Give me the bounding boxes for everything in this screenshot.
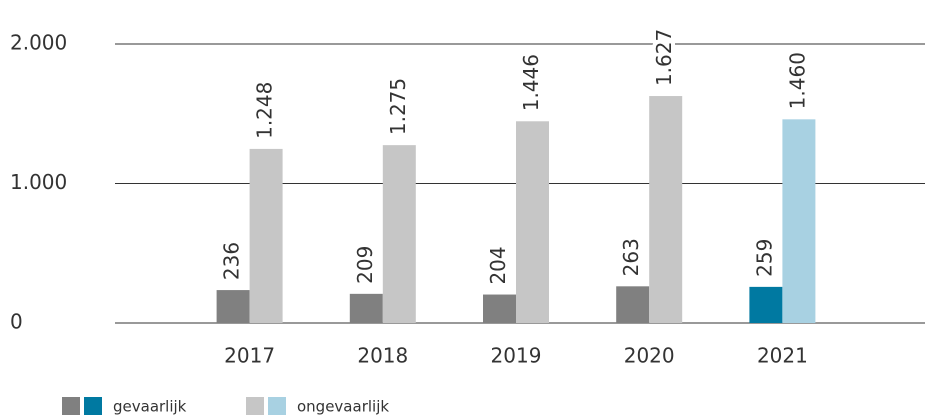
legend-swatch bbox=[246, 397, 264, 415]
legend-label: ongevaarlijk bbox=[297, 398, 389, 416]
y-tick-label: 0 bbox=[10, 310, 23, 334]
bar bbox=[616, 286, 650, 323]
bar bbox=[249, 148, 283, 323]
bar bbox=[649, 96, 683, 323]
value-label: 1.275 bbox=[386, 78, 410, 135]
x-tick-label: 2017 bbox=[224, 344, 275, 368]
x-tick-label: 2019 bbox=[491, 344, 542, 368]
x-tick-label: 2021 bbox=[757, 344, 808, 368]
bar bbox=[782, 119, 816, 323]
bar bbox=[349, 293, 383, 323]
y-tick-label: 1.000 bbox=[10, 170, 67, 194]
value-label: 1.460 bbox=[785, 52, 809, 109]
bar bbox=[516, 121, 549, 324]
value-label: 204 bbox=[486, 246, 510, 284]
bar bbox=[382, 145, 416, 323]
bar bbox=[749, 286, 783, 323]
y-tick-label: 2.000 bbox=[10, 31, 67, 55]
legend-swatch bbox=[84, 397, 102, 415]
bar bbox=[216, 290, 250, 323]
legend-swatch bbox=[268, 397, 286, 415]
legend-label: gevaarlijk bbox=[113, 398, 187, 416]
value-label: 263 bbox=[619, 238, 643, 276]
legend-swatch bbox=[62, 397, 80, 415]
value-label: 259 bbox=[752, 239, 776, 277]
x-tick-label: 2018 bbox=[357, 344, 408, 368]
x-tick-label: 2020 bbox=[624, 344, 675, 368]
value-label: 1.446 bbox=[519, 54, 543, 111]
value-label: 1.627 bbox=[652, 29, 676, 86]
value-label: 1.248 bbox=[253, 82, 277, 139]
bar bbox=[483, 294, 516, 323]
value-label: 236 bbox=[220, 242, 244, 280]
value-label: 209 bbox=[353, 246, 377, 284]
